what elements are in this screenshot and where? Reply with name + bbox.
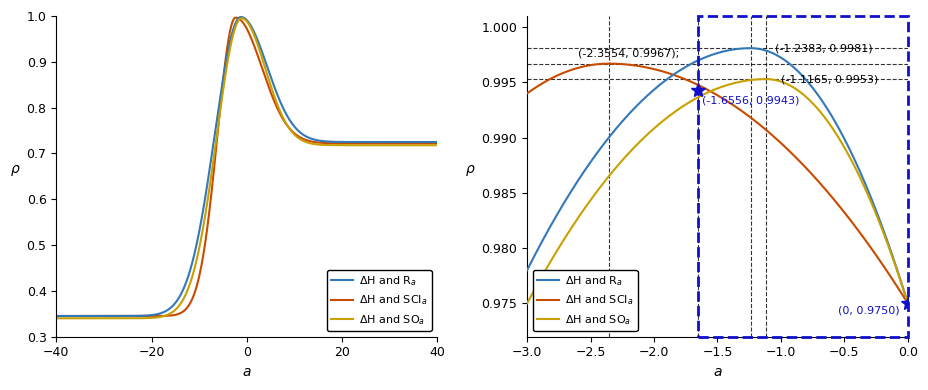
Text: (-1.2383, 0.9981): (-1.2383, 0.9981) bbox=[774, 43, 871, 53]
Legend: $\Delta$H and R$_a$, $\Delta$H and SCI$_a$, $\Delta$H and SO$_a$: $\Delta$H and R$_a$, $\Delta$H and SCI$_… bbox=[532, 269, 637, 331]
X-axis label: a: a bbox=[713, 365, 721, 379]
Text: (-1.6556, 0.9943): (-1.6556, 0.9943) bbox=[702, 96, 799, 106]
Text: (-1.1165, 0.9953): (-1.1165, 0.9953) bbox=[780, 74, 877, 84]
Legend: $\Delta$H and R$_a$, $\Delta$H and SCI$_a$, $\Delta$H and SO$_a$: $\Delta$H and R$_a$, $\Delta$H and SCI$_… bbox=[326, 269, 432, 331]
Text: (0, 0.9750): (0, 0.9750) bbox=[837, 306, 898, 316]
Y-axis label: ρ: ρ bbox=[11, 162, 19, 176]
X-axis label: a: a bbox=[242, 365, 251, 379]
Text: (-2.3554, 0.9967);: (-2.3554, 0.9967); bbox=[577, 48, 678, 58]
Bar bbox=[698, 16, 907, 337]
Y-axis label: ρ: ρ bbox=[466, 162, 474, 176]
